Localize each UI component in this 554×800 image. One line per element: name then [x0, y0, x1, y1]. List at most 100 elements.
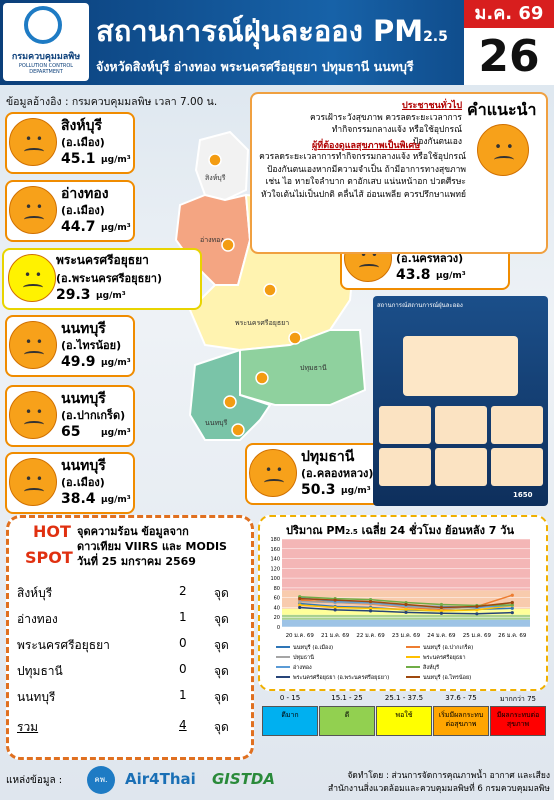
x-tick-label: 26 ม.ค. 69 — [498, 633, 527, 639]
hotspot-unit: จุด — [214, 720, 229, 734]
point — [298, 599, 302, 604]
x-tick-label: 21 ม.ค. 69 — [321, 633, 350, 639]
header-title: สถานการณ์ฝุ่นละออง PM2.5 — [96, 14, 448, 48]
chart-box: ปริมาณ PM2.5 เฉลี่ย 24 ชั่วโมง ย้อนหลัง … — [258, 515, 548, 691]
map-dot — [231, 423, 245, 437]
hotspot-province: อ่างทอง — [17, 612, 58, 626]
aqi-box: ดี — [319, 706, 375, 736]
station-name: ปทุมธานี — [301, 449, 355, 465]
face-mouth — [24, 215, 44, 223]
header-title-sub: 2.5 — [423, 29, 448, 45]
point — [510, 603, 514, 607]
y-tick-label: 40 — [274, 605, 280, 611]
face-mouth — [23, 283, 43, 291]
station-district: (อ.เมือง) — [61, 204, 105, 217]
hotspot-count: 2 — [179, 584, 187, 598]
station-district: (อ.พระนครศรีอยุธยา) — [56, 272, 162, 285]
station-value: 65 — [61, 424, 81, 440]
date-month: ม.ค. 69 — [464, 0, 554, 28]
map-label: พระนครศรีอยุธยา — [235, 319, 289, 327]
y-tick-label: 100 — [270, 576, 280, 582]
face-eyes: • • — [494, 139, 514, 155]
station-unit: μg/m³ — [436, 271, 466, 281]
legend-label: นนทบุรี (อ.ไทรน้อย) — [423, 674, 471, 681]
y-tick-label: 20 — [274, 615, 280, 621]
y-tick-label: 180 — [270, 537, 280, 543]
station-value: 49.9 — [61, 354, 96, 370]
station-card: • • อ่างทอง (อ.เมือง) 44.7 μg/m³ — [5, 180, 135, 242]
hotspot-text: จุดความร้อน ข้อมูลจาก — [77, 525, 189, 538]
face-eyes: • • — [24, 268, 42, 283]
hotspot-province: สิงห์บุรี — [17, 586, 53, 600]
footer-logo3: GISTDA — [212, 770, 275, 788]
point — [439, 605, 444, 610]
face-mouth — [24, 147, 44, 155]
map-label: สิงห์บุรี — [205, 174, 226, 182]
hotspot-unit: จุด — [214, 612, 229, 626]
station-district: (อ.ปากเกร็ด) — [61, 409, 126, 422]
band — [282, 619, 530, 627]
thumb-cell — [379, 406, 431, 444]
aqi-level: ดี — [344, 711, 350, 719]
station-value: 38.4 — [61, 491, 96, 507]
map-dot — [288, 331, 302, 345]
hotspot-hot: HOT — [33, 522, 71, 541]
hotspot-count: 0 — [179, 636, 187, 650]
face-eyes: • • — [265, 463, 283, 478]
face-eyes: • • — [25, 132, 43, 147]
station-name: นนทบุรี — [61, 458, 106, 474]
footer-logo1: คพ. — [87, 766, 115, 794]
station-unit: μg/m³ — [341, 486, 371, 496]
y-tick-label: 0 — [277, 625, 280, 631]
footer-source: แหล่งข้อมูล : — [6, 775, 63, 786]
hotspot-box: HOT SPOT จุดความร้อน ข้อมูลจาก ดาวเทียม VII… — [6, 515, 254, 760]
map-nonthaburi — [188, 348, 272, 441]
point — [333, 598, 337, 602]
station-value: 29.3 — [56, 287, 91, 303]
y-tick-label: 120 — [270, 566, 280, 572]
legend-label: นนทบุรี (อ.เมือง) — [293, 644, 333, 651]
hotspot-text: วันที่ 25 มกราคม 2569 — [77, 555, 196, 568]
advice-general-text: ควรเฝ้าระวังสุขภาพ ควรลดระยะเวลาการทำกิจ… — [310, 113, 462, 147]
hotspot-unit: จุด — [214, 586, 229, 600]
face-icon: • • — [9, 321, 57, 369]
station-value: 50.3 — [301, 482, 336, 498]
station-district: (อ.เมือง) — [61, 136, 105, 149]
station-unit: μg/m³ — [101, 358, 131, 368]
thumbnail-hotline: 1650 — [513, 491, 533, 499]
hotspot-unit: จุด — [214, 664, 229, 678]
thumb-cell — [491, 448, 543, 486]
point — [510, 601, 514, 605]
legend-label: นนทบุรี (อ.ปากเกร็ด) — [423, 643, 473, 651]
face-icon: • • — [8, 254, 56, 302]
point — [404, 610, 408, 614]
hotspot-count: 0 — [179, 662, 187, 676]
logo-name: กรมควบคุมมลพิษ — [11, 52, 81, 62]
face-mouth — [359, 263, 379, 271]
aqi-level: ดีมาก — [281, 711, 299, 719]
advice-sensitive-heading: ผู้ที่ต้องดูแลสุขภาพเป็นพิเศษ — [312, 141, 421, 151]
legend-label: อ่างทอง — [293, 665, 312, 671]
station-card: • • นนทบุรี (อ.เมือง) 38.4 μg/m³ — [5, 452, 135, 514]
point — [298, 597, 302, 601]
x-tick-label: 25 ม.ค. 69 — [463, 633, 492, 639]
station-value: 44.7 — [61, 219, 96, 235]
hotspot-total-label: รวม — [17, 720, 39, 734]
map-dot — [263, 283, 277, 297]
face-mouth — [24, 487, 44, 495]
point — [475, 612, 479, 616]
station-name: นนทบุรี — [61, 391, 106, 407]
map-label: อ่างทอง — [200, 236, 224, 244]
chart-title: ปริมาณ PM2.5 เฉลี่ย 24 ชั่วโมง ย้อนหลัง … — [286, 524, 514, 537]
band — [282, 539, 530, 591]
aqi-level: มีผลกระทบต่อสุขภาพ — [496, 711, 540, 728]
aqi-range: 0 - 15 — [279, 694, 301, 702]
map-dot — [208, 153, 222, 167]
advice-sensitive-text: ควรลดระยะเวลาการทำกิจกรรมกลางแจ้ง หรือใช… — [259, 152, 466, 200]
map-dot — [221, 238, 235, 252]
face-mouth — [264, 478, 284, 486]
face-mouth — [24, 350, 44, 358]
point — [510, 611, 514, 615]
advice-general-heading: ประชาชนทั่วไป — [402, 101, 463, 111]
